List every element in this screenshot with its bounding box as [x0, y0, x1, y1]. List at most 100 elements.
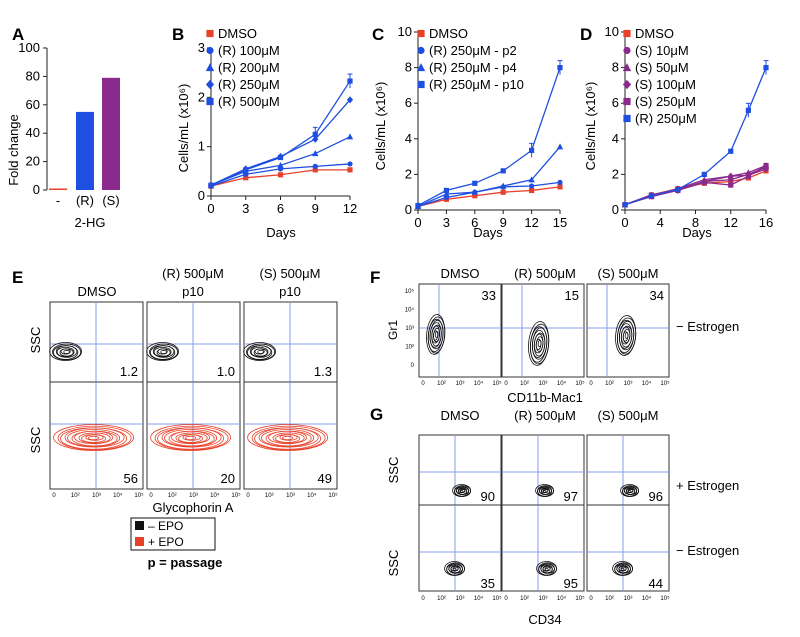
e-minus-epo-contour — [146, 342, 180, 361]
panel-g-col-title-2: (R) 500μM — [514, 408, 576, 423]
panel-b-label: B — [172, 25, 184, 44]
passage-note: p = passage — [148, 555, 223, 570]
c-plot-ytick-label: 0 — [405, 202, 412, 217]
panel-c: C Cells/mL (x10⁶) Days 0 2 4 6 8 10 0 3 6 9 12 15 DM… — [372, 24, 567, 240]
panel-a-ytick-label: 60 — [26, 97, 40, 112]
panel-e: E DMSO (R) 500μM p10 (S) 500μM p10 SSC S… — [12, 266, 338, 570]
epo-legend-box — [130, 517, 216, 551]
e-plus-epo-contour — [67, 429, 121, 447]
g-minus-frame-1 — [418, 504, 502, 592]
panel-a-bar-2 — [76, 111, 94, 190]
panel-a: A 0 20 40 60 80 100 - (R) (S) Fold change 2-HG — [6, 25, 120, 230]
d-plot-legend-label-5: (S) 250μM — [635, 94, 696, 109]
c-plot-point — [556, 143, 564, 150]
g-minus-contour — [544, 567, 549, 572]
f-xtick-label: 10² — [605, 381, 614, 387]
f-contour — [624, 332, 629, 339]
c-plot-point — [500, 182, 507, 189]
d-plot-xtick-label: 12 — [724, 215, 738, 230]
c-plot-series-line-3 — [417, 146, 561, 208]
panel-a-bar-1 — [49, 188, 67, 190]
panel-f-ylabel: Gr1 — [386, 320, 400, 340]
b-plot-point — [208, 182, 214, 188]
e-minus-epo-contour — [52, 343, 82, 361]
f-contour — [434, 331, 439, 338]
panel-a-ytick-label: 20 — [26, 154, 40, 169]
e-plus-epo-value: 56 — [124, 471, 138, 486]
d-plot-legend-label-3: (S) 50μM — [635, 60, 689, 75]
f-xtick-label: 10³ — [456, 381, 465, 387]
b-plot-ytick-label: 2 — [198, 89, 205, 104]
panel-c-xlabel: Days — [473, 225, 503, 240]
f-xtick-label: 10⁴ — [642, 380, 652, 387]
d-plot-series-line-4 — [624, 168, 767, 206]
d-plot-point — [763, 162, 769, 169]
panel-f-col-title-2: (R) 500μM — [514, 266, 576, 281]
e-minus-epo-contour — [243, 342, 277, 361]
b-plot-point — [312, 167, 318, 173]
g-plus-frame-3 — [586, 434, 670, 506]
f-xtick-label: 10² — [437, 381, 446, 387]
g-xtick-label: 10⁵ — [660, 595, 670, 602]
b-plot-point — [312, 150, 319, 157]
g-plus-contour — [627, 490, 632, 493]
c-plot-point — [528, 176, 535, 183]
e-plus-epo-contour — [53, 424, 134, 451]
g-minus-value-2: 95 — [564, 576, 578, 591]
g-xtick-label: 10³ — [456, 596, 465, 602]
c-plot-xtick-label: 9 — [500, 215, 507, 230]
f-ytick-label: 10⁵ — [405, 288, 415, 295]
f-contour — [537, 340, 542, 348]
f-xtick-label: 10³ — [624, 381, 633, 387]
f-xtick-label: 10⁵ — [492, 380, 502, 387]
panel-d-xlabel: Days — [682, 225, 712, 240]
d-plot-xtick-label: 0 — [621, 215, 628, 230]
c-plot-ytick-label: 4 — [405, 131, 412, 146]
panel-a-ytick-label: 40 — [26, 125, 40, 140]
e-xtick-label: 10⁵ — [328, 492, 338, 499]
legend-plus-epo-label: + EPO — [148, 535, 184, 549]
e-plus-epo-contour — [182, 434, 201, 441]
f-xtick-label: 10⁵ — [575, 380, 585, 387]
d-plot-legend-label-2: (S) 10μM — [635, 43, 689, 58]
d-plot-point — [648, 193, 655, 199]
f-frame-3 — [586, 283, 670, 378]
d-plot-ytick-label: 8 — [612, 60, 619, 75]
g-plus-contour — [459, 490, 464, 493]
g-xtick-label: 10³ — [539, 596, 548, 602]
g-minus-frame-3 — [586, 504, 670, 592]
b-plot-series-line-3 — [210, 136, 351, 186]
e-plus-epo-contour — [164, 429, 218, 447]
d-plot-legend-label-6: (R) 250μM — [635, 111, 697, 126]
panel-a-xtick-label: - — [56, 193, 60, 208]
d-plot-series-line-5 — [624, 164, 767, 206]
panel-a-label: A — [12, 25, 24, 44]
f-xtick-label: 0 — [589, 381, 593, 387]
d-plot-point — [745, 173, 751, 179]
e-minus-epo-value: 1.0 — [217, 364, 235, 379]
panel-e-ylabel-top: SSC — [28, 327, 43, 354]
e-minus-epo-value: 1.3 — [314, 364, 332, 379]
c-plot-point — [557, 179, 563, 186]
e-plus-epo-contour — [85, 434, 104, 441]
d-plot-ytick-label: 2 — [612, 166, 619, 181]
b-plot-legend-marker-2 — [206, 46, 214, 55]
d-plot-point — [701, 179, 707, 186]
c-plot-point — [529, 187, 535, 194]
c-plot-point — [500, 168, 506, 174]
g-minus-contour — [452, 567, 457, 572]
panel-e-ylabel-bottom: SSC — [28, 427, 43, 454]
panel-e-xlabel: Glycophorin A — [153, 500, 234, 515]
b-plot-xtick-label: 12 — [343, 201, 357, 216]
e-xtick-label: 10⁵ — [134, 492, 144, 499]
e-minus-epo-contour — [254, 348, 265, 355]
b-plot-legend-marker-5 — [206, 97, 214, 106]
b-plot-legend-label-1: DMSO — [218, 26, 257, 41]
b-plot-point — [243, 175, 249, 181]
d-plot-point — [728, 148, 734, 154]
c-plot-xtick-label: 6 — [471, 215, 478, 230]
c-plot-xtick-label: 3 — [443, 215, 450, 230]
c-plot-point — [472, 180, 478, 186]
